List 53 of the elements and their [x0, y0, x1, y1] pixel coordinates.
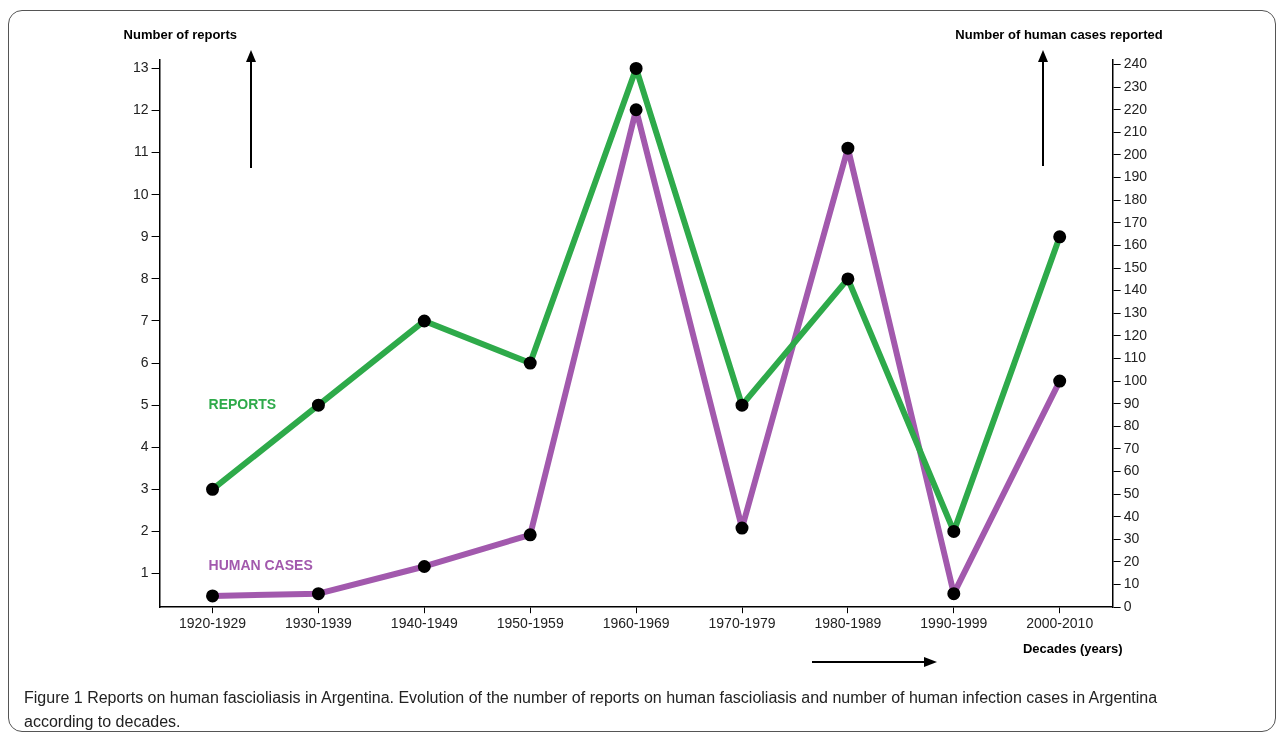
y-tick-label: 12 [132, 101, 149, 118]
y2-tick-label: 210 [1123, 123, 1148, 140]
y2-tick-label: 60 [1123, 462, 1140, 479]
y2-tick-label: 240 [1123, 55, 1148, 72]
y-tick-label: 7 [140, 311, 149, 328]
y-tick-label: 13 [132, 59, 149, 76]
y-tick-label: 10 [132, 185, 149, 202]
y2-tick-label: 20 [1123, 552, 1140, 569]
y-tick-label: 5 [140, 396, 149, 413]
y-axis-title: Number of reports [123, 27, 237, 43]
y2-tick-label: 190 [1123, 168, 1148, 185]
y2-tick-label: 110 [1123, 349, 1147, 366]
y-tick-label: 3 [140, 480, 149, 497]
x-tick-label: 1950-1959 [496, 615, 564, 632]
y-tick-label: 9 [140, 227, 149, 244]
y2-tick-label: 220 [1123, 100, 1148, 117]
y2-tick-label: 150 [1123, 258, 1148, 275]
y2-tick-label: 70 [1123, 439, 1140, 456]
x-tick-label: 2000-2010 [1026, 615, 1094, 632]
y2-tick-label: 180 [1123, 191, 1148, 208]
x-tick-label: 1930-1939 [284, 615, 353, 632]
series-label: HUMAN CASES [208, 556, 313, 573]
y2-tick-label: 100 [1123, 371, 1148, 388]
series-label: REPORTS [208, 396, 277, 413]
x-axis-title: Decades (years) [1022, 640, 1123, 656]
x-tick-label: 1920-1929 [179, 615, 247, 632]
y-tick-label: 8 [140, 269, 149, 286]
x-tick-label: 1940-1949 [390, 615, 458, 632]
y2-tick-label: 120 [1123, 326, 1148, 343]
y2-tick-label: 50 [1123, 485, 1140, 501]
x-tick-label: 1990-1999 [920, 615, 988, 632]
caption: Figure 1 Reports on human fascioliasis in Argentina. Evolution of the number of reports on human fascioliasis and number of human infection cases in Argentina according to decades. [24, 688, 1159, 732]
y2-tick-label: 170 [1123, 213, 1148, 230]
y-tick-label: 2 [140, 522, 149, 539]
y2-tick-label: 130 [1123, 304, 1148, 321]
y2-tick-label: 230 [1123, 77, 1148, 94]
y2-tick-label: 90 [1123, 394, 1140, 411]
y2-tick-label: 10 [1123, 575, 1140, 592]
y2-tick-label: 140 [1123, 281, 1148, 298]
y2-tick-label: 80 [1123, 417, 1140, 434]
y2-tick-label: 200 [1123, 145, 1148, 162]
y-tick-label: 11 [134, 143, 149, 160]
y2-tick-label: 160 [1123, 236, 1148, 253]
y-tick-label: 4 [140, 438, 149, 455]
y2-tick-label: 0 [1123, 598, 1132, 615]
y-tick-label: 6 [140, 353, 149, 370]
x-tick-label: 1980-1989 [814, 615, 882, 632]
y2-tick-label: 40 [1123, 507, 1140, 524]
y2-tick-label: 30 [1123, 530, 1140, 547]
y-tick-label: 1 [140, 564, 149, 581]
x-tick-label: 1970-1979 [708, 615, 776, 632]
x-tick-label: 1960-1969 [602, 615, 670, 632]
y2-axis-title: Number of human cases reported [955, 27, 1163, 43]
